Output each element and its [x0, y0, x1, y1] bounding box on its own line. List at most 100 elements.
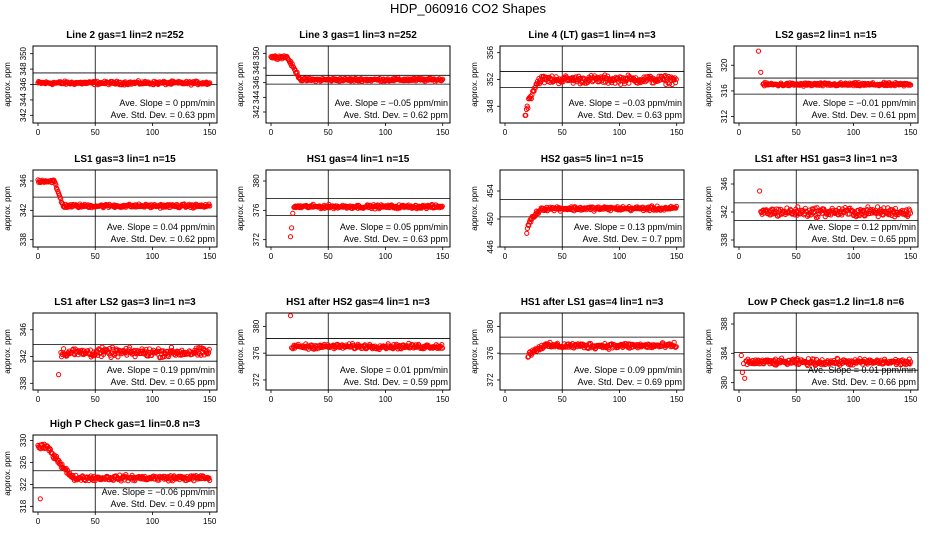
- data-point: [600, 79, 607, 85]
- y-tick-label: 450: [486, 212, 495, 226]
- x-tick-label: 150: [436, 252, 450, 261]
- data-point: [865, 204, 871, 210]
- x-tick-label: 0: [737, 395, 742, 404]
- y-axis-label: approx. ppm: [470, 62, 479, 107]
- x-tick-label: 100: [146, 517, 160, 526]
- plot-frame: [733, 169, 919, 248]
- plot-frame: [733, 312, 919, 391]
- slope-label: Ave. Slope = −0.03 ppm/min: [569, 98, 682, 108]
- y-tick-label: 350: [252, 46, 261, 60]
- data-point: [673, 344, 679, 350]
- std-dev-label: Ave. Std. Dev. = 0.65 ppm: [111, 377, 215, 387]
- y-tick-label: 326: [19, 455, 28, 469]
- y-axis-label: approx. ppm: [470, 329, 479, 374]
- std-dev-label: Ave. Std. Dev. = 0.63 ppm: [111, 110, 215, 120]
- panel-title: Line 2 gas=1 lin=2 n=252: [66, 30, 184, 41]
- plot-frame: [32, 312, 218, 391]
- x-tick-label: 50: [792, 128, 801, 137]
- data-point: [206, 81, 212, 87]
- plot-frame: [499, 312, 685, 391]
- data-point: [605, 73, 611, 79]
- data-point: [665, 80, 671, 86]
- plot-frame: [499, 45, 685, 124]
- y-tick-label: 380: [720, 375, 729, 389]
- data-point: [903, 207, 910, 213]
- data-point: [206, 350, 212, 356]
- y-tick-label: 342: [19, 108, 28, 122]
- plot-frame: [265, 312, 451, 391]
- data-point: [206, 475, 212, 481]
- y-tick-label: 372: [252, 373, 261, 387]
- x-tick-label: 150: [670, 252, 684, 261]
- std-dev-label: Ave. Std. Dev. = 0.62 ppm: [111, 234, 215, 244]
- data-point: [439, 345, 446, 351]
- data-point: [673, 203, 680, 209]
- data-point: [890, 207, 896, 213]
- x-tick-label: 50: [558, 128, 567, 137]
- data-point: [206, 346, 212, 352]
- x-tick-label: 0: [36, 517, 41, 526]
- std-dev-label: Ave. Std. Dev. = 0.63 ppm: [578, 110, 682, 120]
- y-axis-label: approx. ppm: [704, 329, 713, 374]
- panel-title: High P Check gas=1 lin=0.8 n=3: [50, 419, 201, 430]
- slope-label: Ave. Slope = −0.05 ppm/min: [335, 98, 448, 108]
- panel-5: LS1 gas=3 lin=1 n=15 approx. ppm 338 342 346…: [3, 154, 218, 261]
- y-tick-label: 376: [252, 346, 261, 360]
- x-tick-label: 150: [904, 252, 918, 261]
- x-tick-label: 100: [613, 395, 627, 404]
- x-tick-label: 100: [379, 395, 393, 404]
- slope-label: Ave. Slope = 0.13 ppm/min: [574, 222, 682, 232]
- x-tick-label: 0: [269, 252, 274, 261]
- data-point: [109, 344, 116, 350]
- panel-title: LS1 after HS1 gas=3 lin=1 n=3: [755, 154, 898, 165]
- std-dev-label: Ave. Std. Dev. = 0.61 ppm: [812, 110, 916, 120]
- panel-title: HS2 gas=5 lin=1 n=15: [541, 154, 644, 165]
- x-tick-label: 50: [91, 395, 100, 404]
- data-point: [37, 496, 43, 502]
- y-axis-label: approx. ppm: [236, 186, 245, 231]
- slope-label: Ave. Slope = 0.12 ppm/min: [808, 222, 916, 232]
- data-point: [127, 344, 133, 350]
- x-tick-label: 150: [904, 395, 918, 404]
- slope-label: Ave. Slope = 0 ppm/min: [119, 98, 215, 108]
- y-tick-label: 388: [720, 317, 729, 331]
- y-tick-label: 346: [252, 75, 261, 89]
- panel-10: HS1 after HS2 gas=4 lin=1 n=3 approx. ppm…: [236, 297, 451, 404]
- y-tick-label: 344: [19, 93, 28, 107]
- x-tick-label: 50: [558, 395, 567, 404]
- x-tick-label: 100: [847, 128, 861, 137]
- y-tick-label: 342: [19, 203, 28, 217]
- panel-title: HS1 after HS2 gas=4 lin=1 n=3: [286, 297, 430, 308]
- x-tick-label: 50: [792, 395, 801, 404]
- data-point: [834, 355, 840, 361]
- slope-label: Ave. Slope = −0.06 ppm/min: [102, 487, 215, 497]
- x-tick-label: 150: [203, 517, 217, 526]
- data-point: [908, 82, 914, 88]
- x-tick-label: 150: [436, 395, 450, 404]
- data-point: [874, 204, 881, 210]
- y-tick-label: 338: [19, 232, 28, 246]
- data-point: [294, 69, 300, 75]
- y-tick-label: 376: [252, 203, 261, 217]
- data-point: [439, 342, 445, 348]
- y-tick-label: 380: [252, 174, 261, 188]
- y-axis-label: approx. ppm: [704, 62, 713, 107]
- x-tick-label: 100: [379, 252, 393, 261]
- std-dev-label: Ave. Std. Dev. = 0.7 ppm: [583, 234, 682, 244]
- panel-title: Line 4 (LT) gas=1 lin=4 n=3: [528, 30, 656, 41]
- y-tick-label: 376: [486, 346, 495, 360]
- y-tick-label: 320: [720, 58, 729, 72]
- x-tick-label: 150: [203, 128, 217, 137]
- data-point: [166, 353, 172, 360]
- y-axis-label: approx. ppm: [3, 451, 12, 496]
- x-tick-label: 150: [904, 128, 918, 137]
- data-point: [757, 188, 763, 194]
- y-tick-label: 322: [19, 477, 28, 491]
- y-tick-label: 352: [486, 72, 495, 86]
- x-tick-label: 100: [146, 395, 160, 404]
- y-tick-label: 344: [252, 90, 261, 104]
- data-point: [538, 79, 544, 85]
- x-tick-label: 50: [324, 395, 333, 404]
- x-tick-label: 50: [91, 517, 100, 526]
